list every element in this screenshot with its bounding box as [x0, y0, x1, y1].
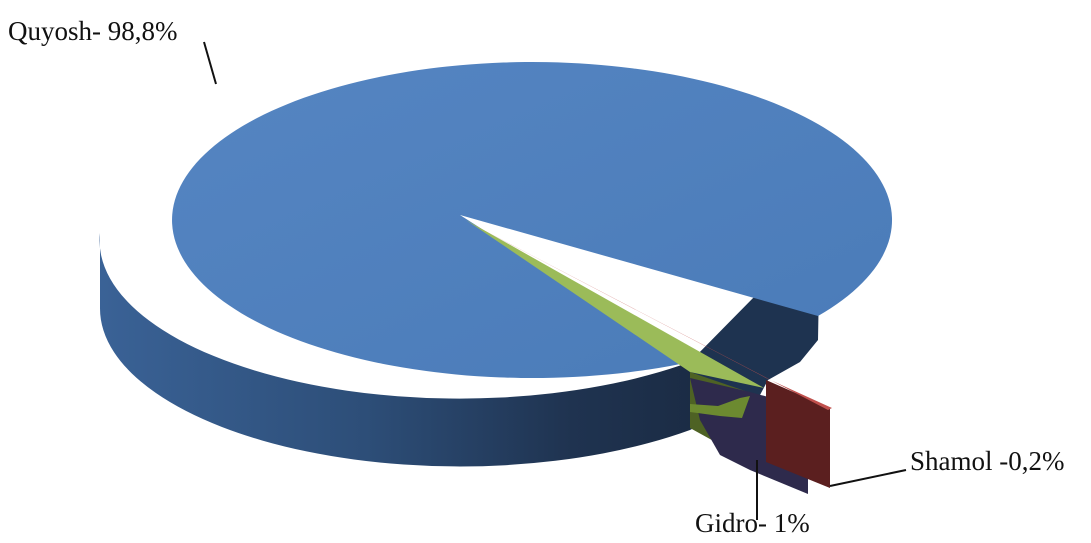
data-label-shamol: Shamol -0,2% [910, 446, 1065, 476]
data-label-quyosh: Quyosh- 98,8% [8, 16, 178, 46]
pie-slice-quyosh-side [99, 233, 690, 467]
leader-line-quyosh [203, 41, 217, 85]
pie-slice-shamol-side [766, 380, 830, 488]
pie-slice-gidro [466, 220, 764, 388]
pie-slice-quyosh [172, 62, 893, 379]
leader-line-shamol [829, 469, 907, 487]
pie-slice-gidro-side-green-streak [690, 396, 750, 418]
data-label-gidro: Gidro- 1% [695, 508, 810, 538]
